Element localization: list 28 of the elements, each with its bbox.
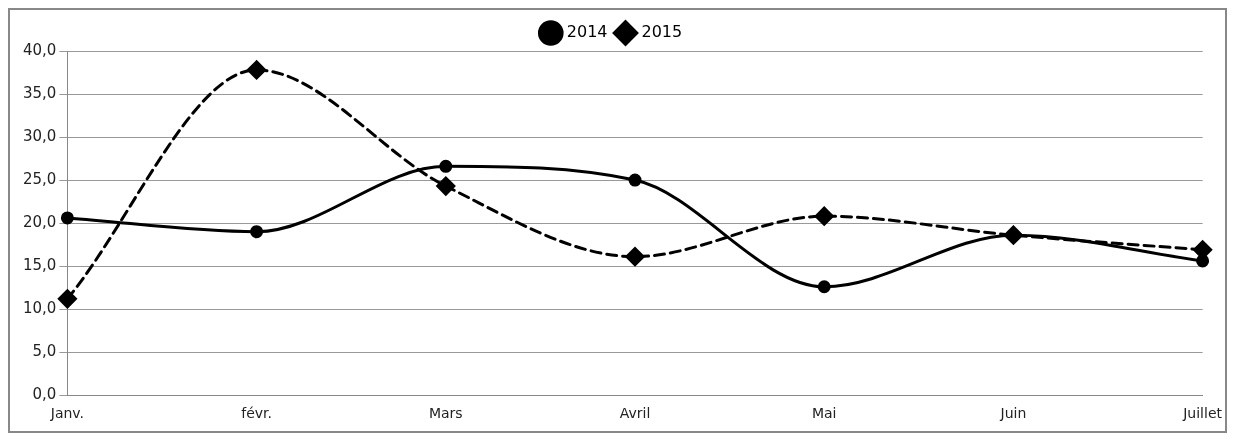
y-tick-label: 20,0 <box>22 212 57 231</box>
point <box>250 225 264 239</box>
point <box>817 280 831 294</box>
x-tick-label: Juillet <box>1182 405 1223 422</box>
point <box>57 289 77 309</box>
point <box>436 176 456 196</box>
point <box>625 247 645 267</box>
x-tick-label: Avril <box>619 405 651 422</box>
y-tick-label: 25,0 <box>22 169 57 188</box>
y-tick-label: 0,0 <box>32 385 57 404</box>
x-tick-label: Mars <box>428 405 463 422</box>
y-tick-label: 10,0 <box>22 299 57 318</box>
y-tick-label: 15,0 <box>22 256 57 275</box>
legend-label: 2015 <box>641 22 683 42</box>
point <box>628 173 642 187</box>
point <box>439 159 453 173</box>
point <box>1196 254 1210 268</box>
y-tick-label: 35,0 <box>22 83 57 102</box>
point <box>247 60 267 80</box>
x-tick-label: févr. <box>241 405 272 422</box>
x-tick-label: Juin <box>999 405 1027 422</box>
x-tick-label: Janv. <box>49 405 85 422</box>
y-tick-label: 40,0 <box>22 40 57 59</box>
y-tick-label: 5,0 <box>32 342 57 361</box>
x-tick-label: Mai <box>811 405 837 422</box>
legend-label: 2014 <box>566 22 608 42</box>
point <box>814 206 834 226</box>
y-tick-label: 30,0 <box>22 126 57 145</box>
